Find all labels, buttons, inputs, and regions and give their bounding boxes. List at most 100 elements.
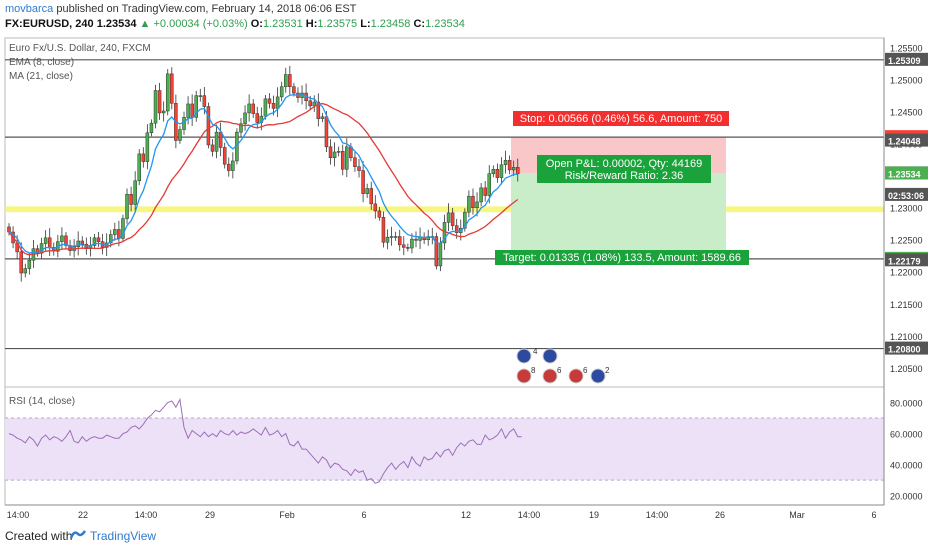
candle-body[interactable]	[450, 212, 455, 226]
candle-body[interactable]	[161, 110, 166, 114]
candle-body[interactable]	[471, 195, 475, 208]
candle-body[interactable]	[202, 95, 207, 107]
candle-body[interactable]	[361, 170, 365, 194]
candle-body[interactable]	[369, 188, 373, 205]
candle-body[interactable]	[491, 169, 496, 175]
candle-body[interactable]	[247, 103, 251, 114]
candle-body[interactable]	[463, 211, 467, 229]
economic-event-eu-icon[interactable]: 4	[516, 347, 538, 364]
candle-body[interactable]	[210, 144, 215, 152]
candle-body[interactable]	[145, 132, 150, 162]
candle-body[interactable]	[454, 225, 459, 233]
candle-body[interactable]	[487, 173, 492, 196]
candle-body[interactable]	[324, 116, 329, 148]
chart-svg[interactable]: 1.255001.250001.245001.240001.235001.230…	[0, 0, 932, 521]
candle-body[interactable]	[288, 74, 292, 87]
candle-body[interactable]	[353, 157, 357, 167]
candle-body[interactable]	[263, 98, 268, 117]
candle-body[interactable]	[340, 151, 345, 170]
candle-body[interactable]	[198, 95, 203, 97]
candle-body[interactable]	[23, 268, 28, 274]
candle-body[interactable]	[499, 164, 504, 178]
candle-body[interactable]	[133, 180, 137, 205]
candle-body[interactable]	[125, 193, 129, 219]
candle-body[interactable]	[149, 122, 154, 134]
candle-body[interactable]	[153, 90, 158, 124]
candle-body[interactable]	[27, 259, 32, 269]
target-zone[interactable]	[511, 173, 726, 259]
candle-body[interactable]	[345, 146, 349, 170]
candle-body[interactable]	[357, 166, 361, 171]
candle-body[interactable]	[113, 229, 117, 235]
candle-body[interactable]	[19, 251, 23, 274]
candle-body[interactable]	[479, 187, 483, 203]
candle-body[interactable]	[475, 201, 479, 208]
candle-body[interactable]	[214, 131, 219, 152]
candle-body[interactable]	[320, 116, 325, 119]
candle-body[interactable]	[267, 98, 272, 104]
candle-body[interactable]	[393, 236, 398, 238]
rsi-pane[interactable]	[5, 397, 884, 484]
candle-body[interactable]	[186, 103, 190, 118]
candle-body[interactable]	[414, 238, 418, 241]
candle-body[interactable]	[231, 160, 235, 171]
candle-body[interactable]	[336, 151, 341, 153]
rsi-line[interactable]	[8, 397, 522, 484]
candle-body[interactable]	[7, 226, 11, 233]
candle-body[interactable]	[389, 236, 394, 238]
candle-body[interactable]	[446, 212, 451, 223]
candle-body[interactable]	[182, 117, 186, 130]
target-label-bg[interactable]	[495, 250, 749, 265]
candle-body[interactable]	[284, 74, 288, 87]
economic-event-us-icon[interactable]: 6	[568, 366, 588, 384]
candle-body[interactable]	[385, 236, 390, 243]
economic-event-eu-icon[interactable]: 2	[590, 366, 610, 384]
candle-body[interactable]	[165, 73, 170, 112]
candle-body[interactable]	[96, 237, 101, 242]
candle-body[interactable]	[227, 163, 231, 171]
candle-body[interactable]	[178, 129, 182, 141]
candle-body[interactable]	[483, 187, 487, 196]
candle-body[interactable]	[438, 242, 443, 267]
candle-body[interactable]	[279, 86, 284, 98]
candle-body[interactable]	[76, 240, 80, 248]
candle-body[interactable]	[328, 146, 333, 158]
stop-label-bg[interactable]	[513, 111, 729, 126]
candle-body[interactable]	[434, 236, 439, 267]
candle-body[interactable]	[104, 242, 109, 248]
candle-body[interactable]	[365, 188, 369, 194]
price-pane[interactable]	[7, 65, 520, 282]
candle-body[interactable]	[141, 153, 146, 162]
ma-line[interactable]	[8, 102, 519, 256]
candle-body[interactable]	[170, 73, 174, 104]
candle-body[interactable]	[206, 106, 211, 146]
candle-body[interactable]	[92, 237, 97, 246]
candle-body[interactable]	[426, 236, 430, 240]
candle-body[interactable]	[243, 112, 247, 125]
candle-body[interactable]	[410, 238, 414, 249]
candle-body[interactable]	[503, 160, 508, 166]
candle-body[interactable]	[157, 90, 162, 114]
pnl-label-bg[interactable]	[537, 155, 711, 183]
author-link[interactable]: movbarca	[5, 3, 54, 15]
candle-body[interactable]	[316, 101, 321, 119]
candle-body[interactable]	[511, 167, 516, 171]
candle-body[interactable]	[43, 237, 48, 244]
candle-body[interactable]	[80, 240, 85, 245]
candle-body[interactable]	[507, 160, 512, 171]
candle-body[interactable]	[239, 123, 243, 133]
economic-event-us-icon[interactable]: 6	[542, 366, 562, 384]
candle-body[interactable]	[109, 234, 113, 244]
candle-body[interactable]	[64, 235, 68, 246]
ema-line[interactable]	[8, 94, 518, 254]
candle-body[interactable]	[516, 167, 520, 175]
candle-body[interactable]	[495, 169, 500, 178]
legend-rsi[interactable]: RSI (14, close)	[9, 396, 75, 407]
economic-event-eu-icon[interactable]	[542, 348, 558, 364]
candle-body[interactable]	[271, 103, 276, 109]
candle-body[interactable]	[377, 210, 382, 218]
economic-event-us-icon[interactable]: 8	[516, 366, 536, 384]
tradingview-logo-icon[interactable]	[70, 528, 86, 542]
candle-body[interactable]	[397, 236, 402, 246]
candle-body[interactable]	[47, 237, 52, 248]
